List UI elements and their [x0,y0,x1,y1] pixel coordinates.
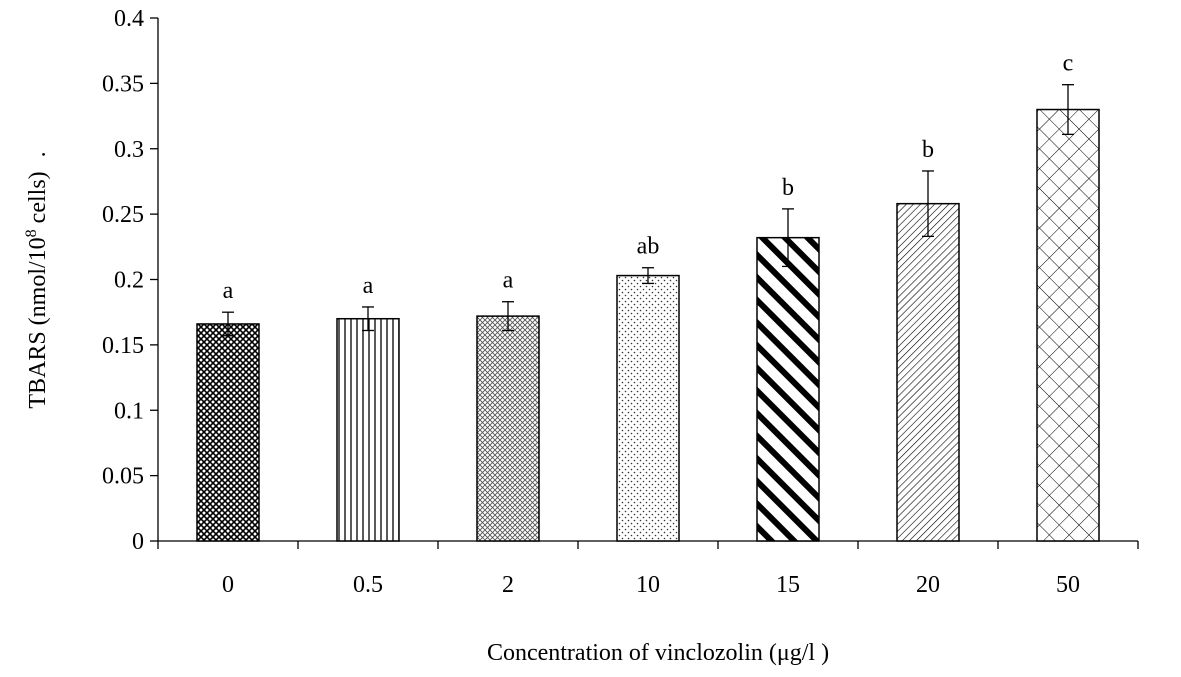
significance-label: c [1063,51,1074,77]
error-bar [502,301,514,332]
significance-label: a [363,273,374,299]
x-category-label: 10 [636,572,660,598]
bar-20 [896,202,960,542]
x-category-label: 20 [916,572,940,598]
error-bar [782,208,794,268]
significance-label: a [223,278,234,304]
x-category-label: 2 [502,572,514,598]
y-tick-label: 0.05 [102,464,144,490]
error-bar [642,267,654,285]
bar-0 [196,323,260,542]
bar-2 [476,315,540,542]
bars: a a a ab b b c [196,51,1100,542]
error-bar [1062,84,1074,136]
y-axis: 0 0.05 0.1 0.15 0.2 0.25 0.3 0.35 0.4 [102,6,159,555]
y-tick-label: 0.35 [102,71,144,97]
y-axis-title: TBARS (nmol/108 cells). [23,151,51,408]
y-tick-label: 0.15 [102,333,144,359]
y-tick-label: 0.2 [114,268,144,294]
x-category-label: 0 [222,572,234,598]
x-category-label: 15 [776,572,800,598]
x-axis-title: Concentration of vinclozolin (μg/l ) [487,640,829,666]
x-category-label: 50 [1056,572,1080,598]
error-bar [922,170,934,238]
y-tick-label: 0.4 [114,6,144,32]
bar-0.5 [336,317,400,542]
error-bar [362,306,374,332]
significance-label: b [922,137,934,163]
bar-10 [616,274,680,542]
significance-label: b [782,175,794,201]
bar-15 [756,236,820,542]
error-bar [222,311,234,337]
x-category-label: 0.5 [353,572,383,598]
significance-label: ab [637,234,660,260]
y-tick-label: 0.3 [114,137,144,163]
y-tick-label: 0.1 [114,398,144,424]
x-axis: 0 0.5 2 10 15 20 50 [157,540,1139,598]
y-tick-label: 0 [132,529,144,555]
y-tick-label: 0.25 [102,202,144,228]
significance-label: a [503,268,514,294]
bar-50 [1036,108,1100,542]
